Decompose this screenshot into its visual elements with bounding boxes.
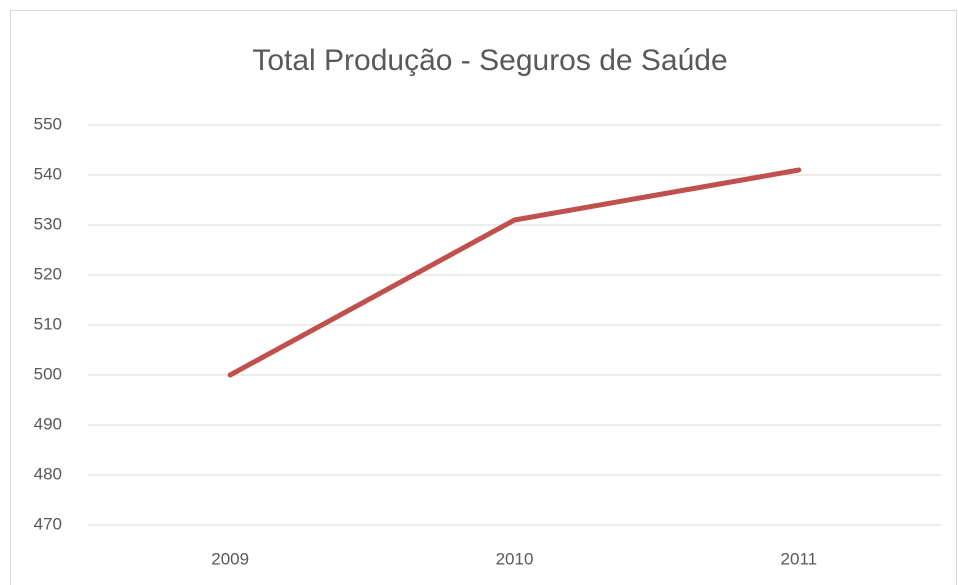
y-tick-label: 550 bbox=[34, 114, 62, 133]
line-series bbox=[227, 167, 802, 378]
x-tick-label: 2009 bbox=[211, 549, 249, 568]
y-tick-label: 470 bbox=[34, 514, 62, 533]
chart-title: Total Produção - Seguros de Saúde bbox=[252, 44, 727, 77]
y-tick-label: 490 bbox=[34, 414, 62, 433]
x-tick-label: 2010 bbox=[496, 549, 534, 568]
y-tick-label: 510 bbox=[34, 314, 62, 333]
y-tick-label: 480 bbox=[34, 464, 62, 483]
chart-frame bbox=[10, 10, 957, 585]
y-tick-label: 520 bbox=[34, 264, 62, 283]
y-tick-label: 500 bbox=[34, 364, 62, 383]
y-tick-label: 530 bbox=[34, 214, 62, 233]
y-tick-label: 540 bbox=[34, 164, 62, 183]
x-tick-label: 2011 bbox=[781, 549, 818, 568]
